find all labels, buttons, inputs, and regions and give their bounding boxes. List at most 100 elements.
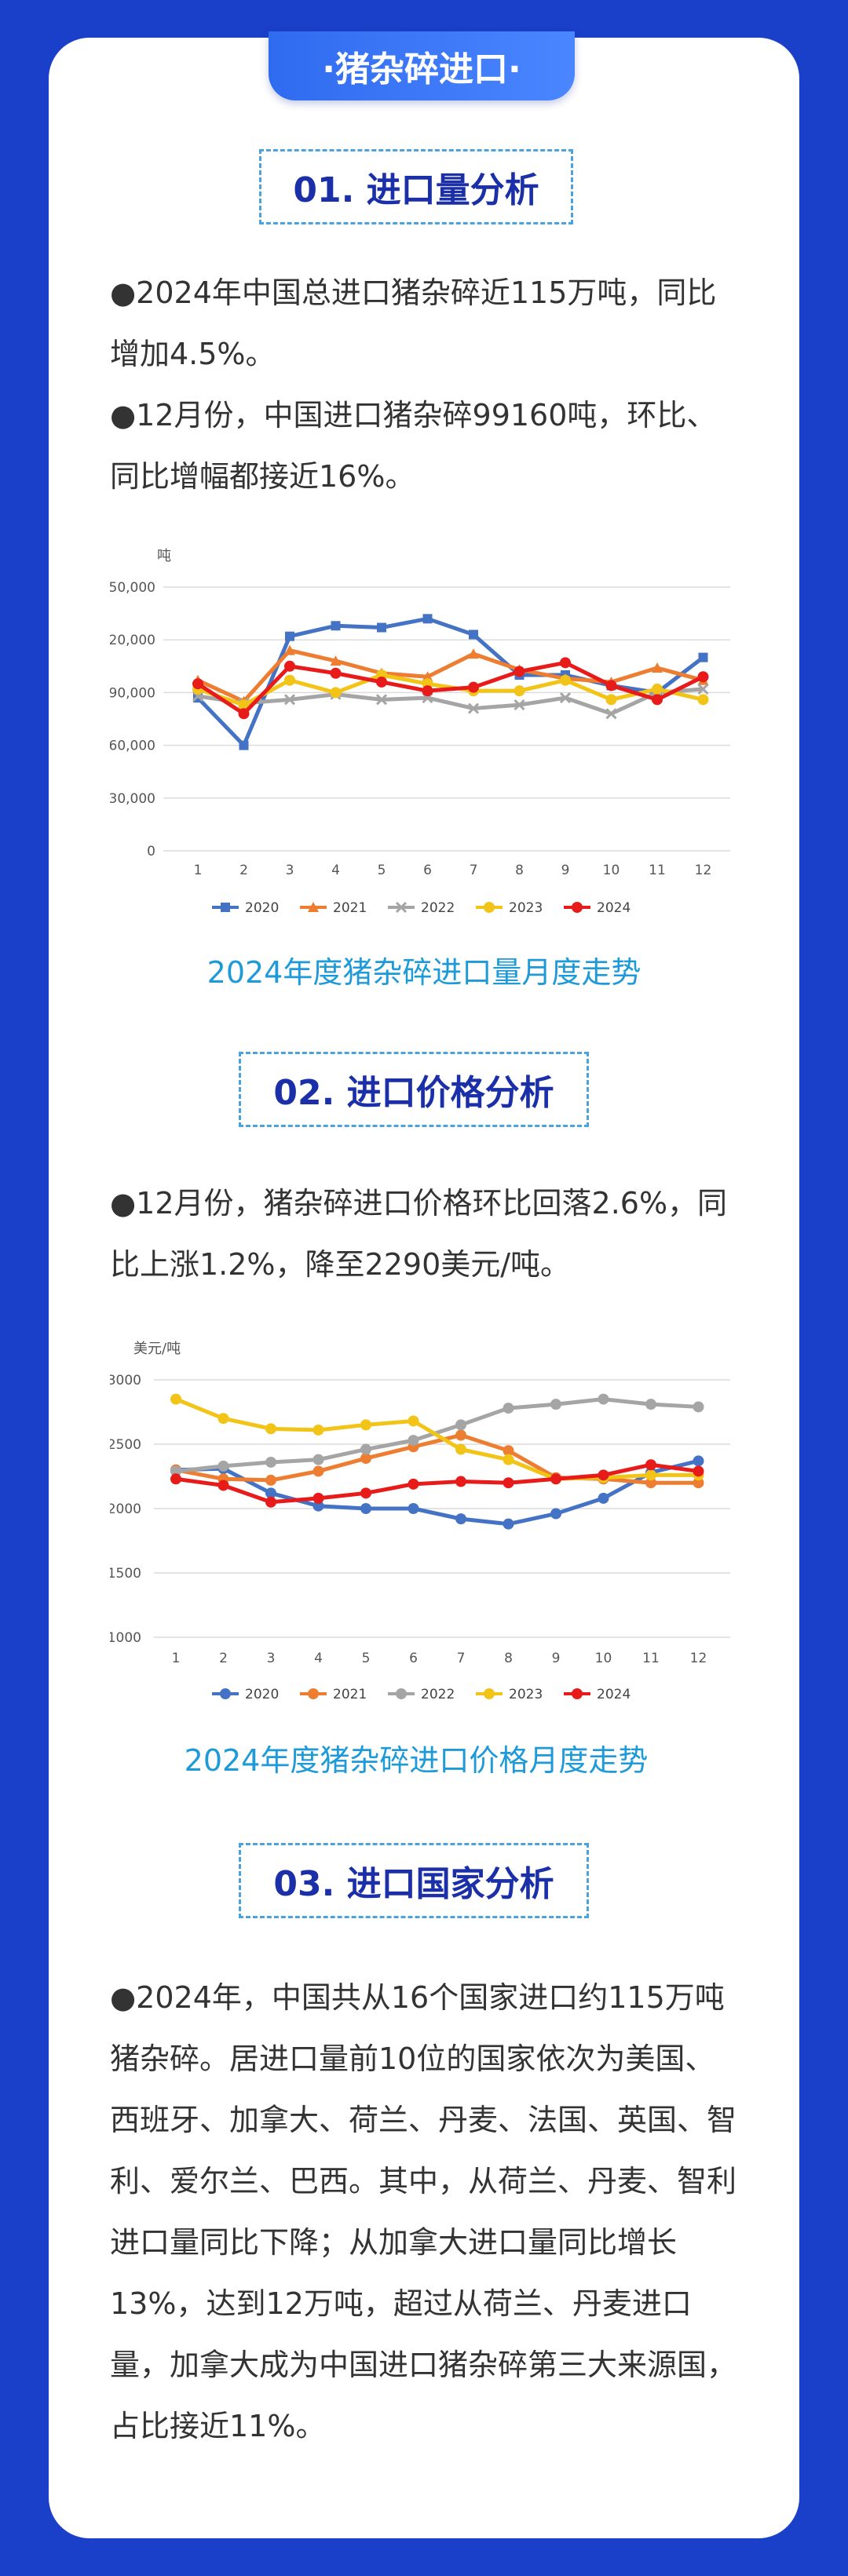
y-tick-label: 3000	[110, 1373, 141, 1388]
legend-label-2024: 2024	[597, 900, 631, 916]
y-tick-label: 60,000	[110, 739, 155, 754]
legend-label-2024: 2024	[597, 1687, 631, 1702]
data-point-2024	[284, 660, 295, 672]
legend-label-2021: 2021	[333, 1687, 367, 1702]
data-point-2020	[455, 1513, 466, 1525]
data-point-2023	[697, 694, 709, 706]
data-point-2023	[560, 674, 571, 686]
data-point-2021	[455, 1429, 466, 1441]
y-axis-unit-label: 吨	[157, 548, 171, 564]
legend-marker-2023	[484, 902, 495, 913]
x-tick-label: 8	[515, 863, 524, 878]
data-point-2020	[503, 1518, 514, 1530]
data-point-2024	[408, 1478, 419, 1490]
series-line-2021	[196, 648, 704, 704]
data-point-2023	[330, 687, 342, 699]
data-point-2021	[330, 655, 342, 666]
volume-paragraph-1: ●2024年中国总进口猪杂碎近115万吨，同比增加4.5%。	[110, 275, 717, 371]
section-title-price: 02. 进口价格分析	[239, 1052, 589, 1127]
x-tick-label: 4	[331, 863, 340, 878]
y-tick-label: 120,000	[110, 633, 155, 648]
y-tick-label: 2500	[110, 1437, 141, 1453]
x-tick-label: 3	[286, 863, 294, 878]
x-tick-label: 9	[561, 863, 570, 878]
data-point-2021	[503, 1445, 514, 1457]
data-point-2022	[605, 708, 617, 720]
data-point-2021	[645, 1477, 656, 1489]
series-line-2020	[175, 1458, 700, 1527]
x-tick-label: 12	[695, 863, 712, 878]
legend-label-2023: 2023	[509, 1687, 543, 1702]
data-point-2024	[330, 667, 342, 679]
data-point-2020	[550, 1508, 561, 1520]
data-point-2022	[559, 692, 572, 704]
data-point-2022	[408, 1435, 419, 1447]
data-point-2023	[652, 683, 663, 695]
data-point-2022	[217, 1460, 229, 1472]
data-point-2024	[192, 678, 203, 690]
data-point-2022	[693, 1401, 704, 1413]
data-point-2023	[217, 1413, 229, 1425]
data-point-2023	[455, 1443, 466, 1455]
volume-chart-caption: 2024年度猪杂碎进口量月度走势	[207, 955, 641, 990]
data-point-2024	[170, 1473, 181, 1485]
data-point-2020	[377, 622, 386, 633]
y-tick-label: 1000	[110, 1630, 141, 1646]
legend-label-2020: 2020	[245, 900, 279, 916]
data-point-2021	[468, 648, 479, 659]
series-line-2021	[175, 1433, 699, 1485]
data-point-2023	[238, 699, 250, 711]
data-point-2021	[265, 1474, 276, 1486]
y-tick-label: 0	[147, 844, 155, 859]
data-point-2024	[455, 1476, 466, 1487]
data-point-2024	[697, 671, 709, 683]
x-tick-label: 6	[409, 1651, 418, 1666]
data-point-2020	[698, 652, 708, 662]
x-tick-label: 9	[552, 1651, 561, 1666]
data-point-2022	[598, 1393, 609, 1405]
data-point-2024	[360, 1487, 371, 1499]
data-point-2021	[284, 644, 295, 655]
data-point-2024	[468, 681, 479, 693]
data-point-2021	[652, 662, 663, 673]
legend-marker-2021	[308, 1688, 319, 1699]
data-point-2022	[514, 699, 525, 711]
data-point-2020	[313, 1500, 324, 1512]
legend-marker-2024	[572, 1688, 583, 1699]
series-line-2024	[175, 1462, 699, 1505]
data-point-2022	[170, 1465, 181, 1477]
price-chart-caption: 2024年度猪杂碎进口价格月度走势	[184, 1743, 649, 1778]
y-tick-label: 90,000	[110, 685, 155, 701]
data-point-2022	[467, 702, 480, 714]
data-point-2024	[693, 1465, 704, 1477]
x-tick-label: 2	[219, 1651, 228, 1666]
data-point-2022	[455, 1419, 466, 1431]
data-point-2024	[605, 680, 617, 691]
data-point-2023	[408, 1415, 419, 1427]
y-tick-label: 1500	[110, 1566, 141, 1582]
data-point-2023	[605, 694, 617, 706]
series-line-2022	[197, 687, 704, 716]
data-point-2021	[360, 1453, 371, 1465]
data-point-2020	[331, 621, 341, 631]
x-tick-label: 11	[642, 1651, 660, 1666]
y-axis-unit-label: 美元/吨	[133, 1341, 181, 1357]
x-tick-label: 5	[362, 1651, 371, 1666]
data-point-2024	[550, 1473, 561, 1485]
banner-title: ·猪杂碎进口·	[269, 31, 575, 100]
data-point-2021	[693, 1477, 704, 1489]
price-paragraph: ●12月份，猪杂碎进口价格环比回落2.6%，同比上涨1.2%，降至2290美元/…	[110, 1186, 728, 1282]
data-point-2020	[360, 1503, 371, 1514]
legend-label-2021: 2021	[333, 900, 367, 916]
data-point-2022	[697, 683, 709, 695]
data-point-2022	[313, 1454, 324, 1465]
data-point-2022	[283, 694, 296, 706]
legend-label-2020: 2020	[245, 1687, 279, 1702]
legend-marker-2021	[308, 902, 319, 912]
data-point-2020	[469, 629, 478, 640]
legend-marker-2022	[396, 1688, 407, 1699]
series-line-2024	[196, 660, 704, 716]
x-tick-label: 11	[649, 863, 666, 878]
data-point-2024	[503, 1477, 514, 1489]
data-point-2023	[360, 1419, 371, 1431]
